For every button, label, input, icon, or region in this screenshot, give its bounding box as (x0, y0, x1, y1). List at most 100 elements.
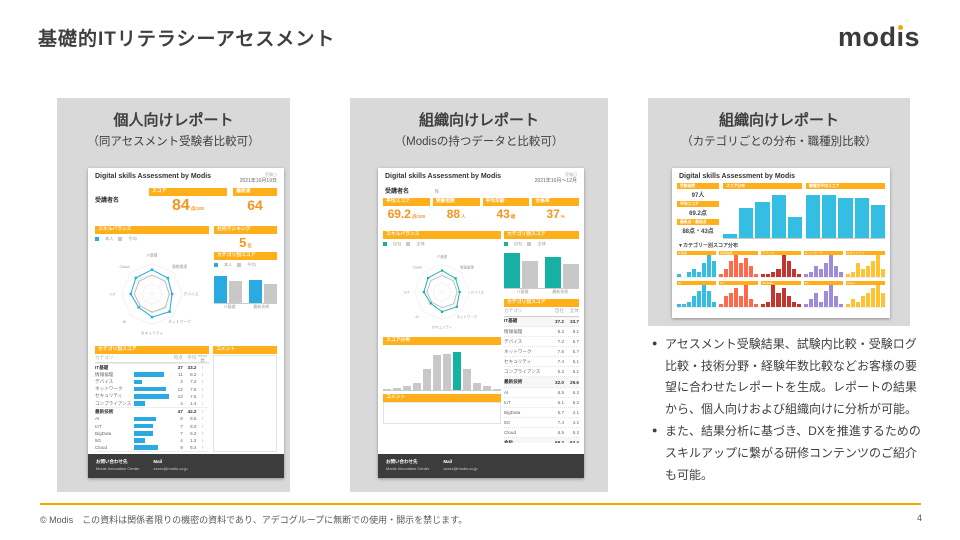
card-subtitle: （カテゴリごとの分布・職種別比較） (681, 136, 877, 148)
cell-company: 6.5 (557, 389, 564, 395)
svg-text:IT基礎: IT基礎 (147, 252, 158, 257)
bar (860, 296, 865, 307)
footer-contact-text: Modis Innovation Center (96, 465, 140, 471)
cell-category: デバイス (95, 378, 114, 384)
section-header: カテゴリ別スコア (95, 345, 209, 354)
trend-arrow: ↑ (201, 386, 204, 392)
cell-average: 42.2 (187, 409, 197, 415)
footer-mail-title: Mail (443, 459, 453, 464)
kpi-deviation: 偏差値 64 (233, 187, 277, 212)
score-distribution-histogram (383, 347, 501, 391)
bar (761, 274, 766, 277)
dash-middle: スキルバランス 自社 全体 IT基礎 情報倫理 デバイス ネットワーク セキュリティ AI… (378, 229, 584, 443)
bar (734, 287, 739, 307)
distribution-grid-label: ▼カテゴリー別スコア分布 (678, 243, 738, 249)
mini-histogram: 情報倫理 (719, 251, 759, 278)
mini-histogram: Cloud (845, 281, 886, 308)
bar (692, 296, 697, 307)
mini-histogram: IoT (719, 281, 759, 308)
bar (453, 351, 461, 390)
kpi-row: 平均スコア 69.2 点/100 受験者数 88 人 平均年齢 43 歳 合格率 37… (378, 197, 584, 229)
svg-text:情報倫理: 情報倫理 (172, 264, 187, 269)
section-header: スコア分布 (723, 183, 802, 189)
bullet-item: また、結果分析に基づき、DXを推進するためのスキルアップに繋がる研修コンテンツの… (652, 421, 926, 486)
cell-company: 5.7 (557, 409, 564, 415)
bar (781, 255, 786, 277)
bar (755, 202, 770, 238)
kpi-value: 37 (546, 206, 560, 221)
table-row: デバイス 3 7.2 ↑ (95, 378, 209, 385)
legend-label: 全体 (537, 240, 546, 246)
x-label: IT基礎 (223, 303, 236, 309)
footer-mail-text: xxxxx@modis.co.jp (443, 465, 478, 471)
bar (870, 204, 886, 238)
bar (823, 263, 828, 277)
card-individual-report: 個人向けレポート （同アセスメント受験者比較可） Digital skills … (57, 98, 290, 492)
cell-overall: 5.1 (572, 359, 579, 365)
dash-header: Digital skills Assessment by Modis 受験日 2… (378, 168, 584, 185)
bar (393, 388, 401, 390)
bar (875, 285, 881, 307)
bar (766, 301, 771, 307)
kpi-unit: 点/100 (190, 205, 205, 211)
cell-average: 6.5 (190, 416, 197, 422)
bar (383, 388, 391, 390)
bar (860, 268, 865, 277)
cell-category: IoT (504, 399, 511, 405)
bar (493, 388, 501, 390)
mini-histogram-bars (803, 285, 843, 308)
cell-overall: 63.4 (570, 440, 579, 443)
svg-text:情報倫理: 情報倫理 (460, 264, 474, 269)
bar (870, 260, 875, 277)
cell-company: 5.2 (557, 369, 564, 375)
bar (781, 287, 786, 307)
cell-score: 8 (180, 416, 183, 422)
mini-histogram-header: ネットワーク (803, 251, 843, 255)
footer-contact: お問い合わせ先 Modis Innovation Center (96, 459, 139, 473)
bar (881, 293, 886, 307)
bar (483, 385, 491, 390)
score-bar-track (133, 438, 169, 443)
bar (522, 260, 538, 288)
cell-category: 5G (95, 437, 102, 443)
category-score-bars (214, 270, 277, 304)
svg-text:IoT: IoT (404, 290, 410, 294)
skill-balance-radar: IT基礎 情報倫理 デバイス ネットワーク セキュリティ AI IoT Cloud (95, 244, 209, 344)
cell-company: 7.2 (557, 339, 564, 345)
x-label: IT基礎 (516, 288, 529, 294)
svg-text:IT基礎: IT基礎 (437, 254, 447, 259)
kpi-average-score: 平均スコア 69.2点 (677, 201, 719, 217)
bar (828, 285, 833, 307)
job-average-chart: 職種別平均スコア (806, 183, 886, 239)
section-header: カテゴリ別スコア (504, 230, 579, 239)
skill-balance-section: スキルバランス 本人 平均 IT基礎 情報倫理 デバイス ネットワーク セキュリティ AI… (95, 225, 209, 344)
bar (796, 304, 801, 307)
bar (791, 301, 796, 307)
bar (833, 296, 838, 307)
bar (855, 301, 860, 307)
bottom-section-headers: カテゴリ別スコア コメント (88, 344, 284, 354)
kpi-row: 受講者名 スコア 84 点/100 偏差値 64 (88, 185, 284, 224)
column-header: カテゴリ (504, 308, 523, 314)
bar (838, 304, 843, 307)
cell-category: デバイス (504, 338, 523, 344)
kpi-value: 43 (496, 206, 510, 221)
cell-overall: 5.1 (572, 369, 579, 375)
bar (697, 271, 702, 277)
category-histogram-grid: IT基礎 情報倫理 デバイス ネットワーク セキュリティ AI IoT BigData 5G Cl… (672, 250, 890, 312)
cell-company: 7.5 (557, 349, 564, 355)
bar (823, 290, 828, 307)
card-title: 組織向けレポート (418, 112, 539, 129)
bar (845, 304, 850, 307)
dash-header: Digital skills Assessment by Modis 受験日 2… (88, 168, 284, 185)
cell-category: IoT (95, 423, 102, 429)
kpi-score: スコア 84 点/100 (149, 187, 227, 214)
card-organization-distribution-report: 組織向けレポート （カテゴリごとの分布・職種別比較） Digital skill… (648, 98, 910, 326)
section-header: スコア分布 (383, 336, 501, 345)
bar (818, 301, 823, 307)
table-row: AI 8 6.5 ↑ (95, 415, 209, 422)
dash-footer: お問い合わせ先 Modis Innovation Center Mail xxxxx… (88, 454, 284, 478)
bar (865, 266, 870, 277)
bar (744, 257, 749, 277)
cell-average: 5.2 (190, 430, 197, 436)
